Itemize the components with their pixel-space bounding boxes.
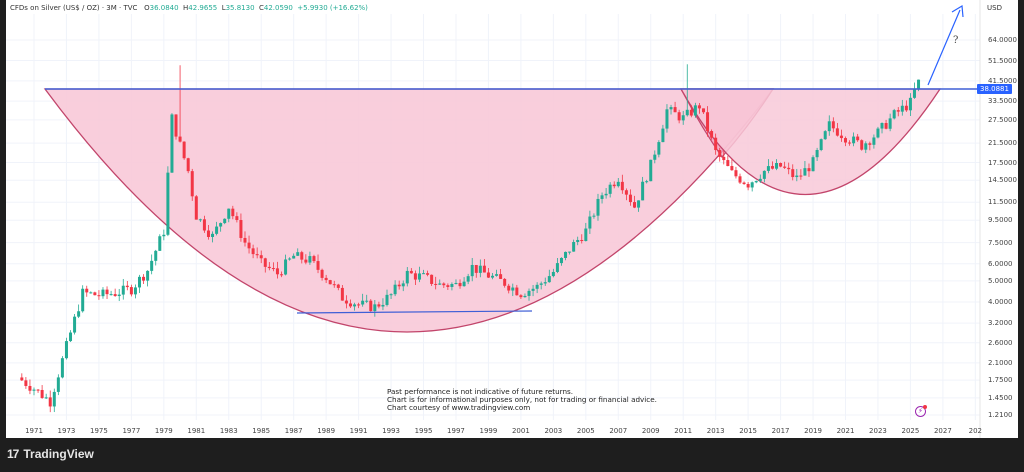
price-label: 17.5000 (988, 158, 1017, 167)
cup-pattern-small (679, 88, 942, 195)
support-line (296, 310, 533, 314)
price-axis[interactable]: 64.0000 51.5000 41.5000 33.5000 27.5000 21.50… (980, 0, 1018, 438)
price-label: 2.1000 (988, 358, 1013, 367)
high-label: H (183, 4, 189, 12)
time-label: 2005 (576, 427, 595, 435)
time-label: 2017 (771, 427, 790, 435)
price-label: 1.7500 (988, 376, 1013, 385)
time-label: 1973 (57, 427, 76, 435)
tradingview-logo-icon: 17 (7, 447, 19, 461)
time-label: 1999 (479, 427, 498, 435)
price-label: 7.5000 (988, 238, 1013, 247)
close-label: C (259, 4, 264, 12)
open-value: 36.0840 (149, 4, 179, 12)
symbol-legend[interactable]: CFDs on Silver (US$ / OZ) · 3M · TVC O36… (10, 4, 368, 12)
time-label: 1981 (187, 427, 206, 435)
cup-pattern-large (43, 88, 775, 333)
symbol-name: CFDs on Silver (US$ / OZ) · 3M · TVC (10, 4, 138, 12)
price-label: 11.5000 (988, 198, 1017, 207)
time-label: 2013 (706, 427, 725, 435)
lightning-alert-icon[interactable]: ⚡ (915, 406, 926, 417)
low-value: 35.8130 (225, 4, 255, 12)
disclaimer-line-3: Chart courtesy of www.tradingview.com (387, 403, 531, 412)
price-label: 21.5000 (988, 139, 1017, 148)
time-label: 1979 (154, 427, 173, 435)
time-label: 1993 (382, 427, 400, 435)
price-label: 64.0000 (988, 36, 1017, 44)
tradingview-logo[interactable]: 17 TradingView (7, 447, 94, 461)
time-label: 1977 (122, 427, 141, 435)
candlesticks (20, 64, 921, 413)
low-label: L (221, 4, 226, 12)
price-label: 51.5000 (988, 56, 1017, 65)
price-label: 3.2000 (988, 319, 1013, 328)
disclaimer-line-1: Past performance is not indicative of fu… (387, 387, 574, 396)
currency-label[interactable]: USD (987, 4, 1002, 12)
time-label: 2015 (739, 427, 758, 435)
time-label: 2023 (869, 427, 887, 435)
time-label: 2001 (511, 427, 530, 435)
time-label: 2021 (836, 427, 855, 435)
time-label: 1975 (89, 427, 108, 435)
time-label: 2003 (544, 427, 563, 435)
time-label: 1991 (349, 427, 368, 435)
time-label: 2027 (933, 427, 952, 435)
disclaimer: Past performance is not indicative of fu… (387, 388, 657, 412)
time-label: 2009 (641, 427, 660, 435)
price-label: 33.5000 (988, 97, 1017, 106)
time-label: 2019 (804, 427, 822, 435)
price-label: 27.5000 (988, 115, 1017, 124)
time-label: 1997 (447, 427, 465, 435)
price-label: 1.2100 (988, 411, 1013, 419)
arrow-head-icon (951, 4, 964, 18)
price-chart[interactable] (0, 0, 1024, 440)
time-label: 2025 (901, 427, 920, 435)
high-value: 42.9655 (188, 4, 218, 12)
question-mark-annotation: ? (953, 35, 959, 46)
price-label: 4.0000 (988, 298, 1013, 306)
brand-name: TradingView (23, 447, 94, 461)
price-label: 41.5000 (988, 76, 1017, 85)
close-value: 42.0590 (263, 4, 293, 12)
time-label: 2011 (674, 427, 693, 435)
time-label: 1989 (317, 427, 336, 435)
current-price-badge: 38.0881 (977, 84, 1012, 94)
time-label: 1995 (414, 427, 433, 435)
price-label: 2.6000 (988, 338, 1013, 347)
price-label: 14.5000 (988, 176, 1017, 185)
disclaimer-line-2: Chart is for informational purposes only… (387, 395, 657, 404)
time-label: 202 (968, 427, 983, 435)
price-label: 6.0000 (988, 259, 1013, 268)
time-label: 1983 (219, 427, 238, 435)
time-label: 2007 (609, 427, 628, 435)
time-label: 1985 (252, 427, 271, 435)
price-label: 9.5000 (988, 216, 1013, 225)
price-label: 1.4500 (988, 393, 1013, 402)
time-label: 1971 (25, 427, 43, 435)
breakout-arrow (927, 9, 961, 86)
change-value: +5.9930 (+16.62%) (297, 4, 368, 12)
time-label: 1987 (284, 427, 303, 435)
notification-dot (923, 405, 927, 409)
open-label: O (144, 4, 150, 12)
price-label: 5.0000 (988, 276, 1013, 285)
